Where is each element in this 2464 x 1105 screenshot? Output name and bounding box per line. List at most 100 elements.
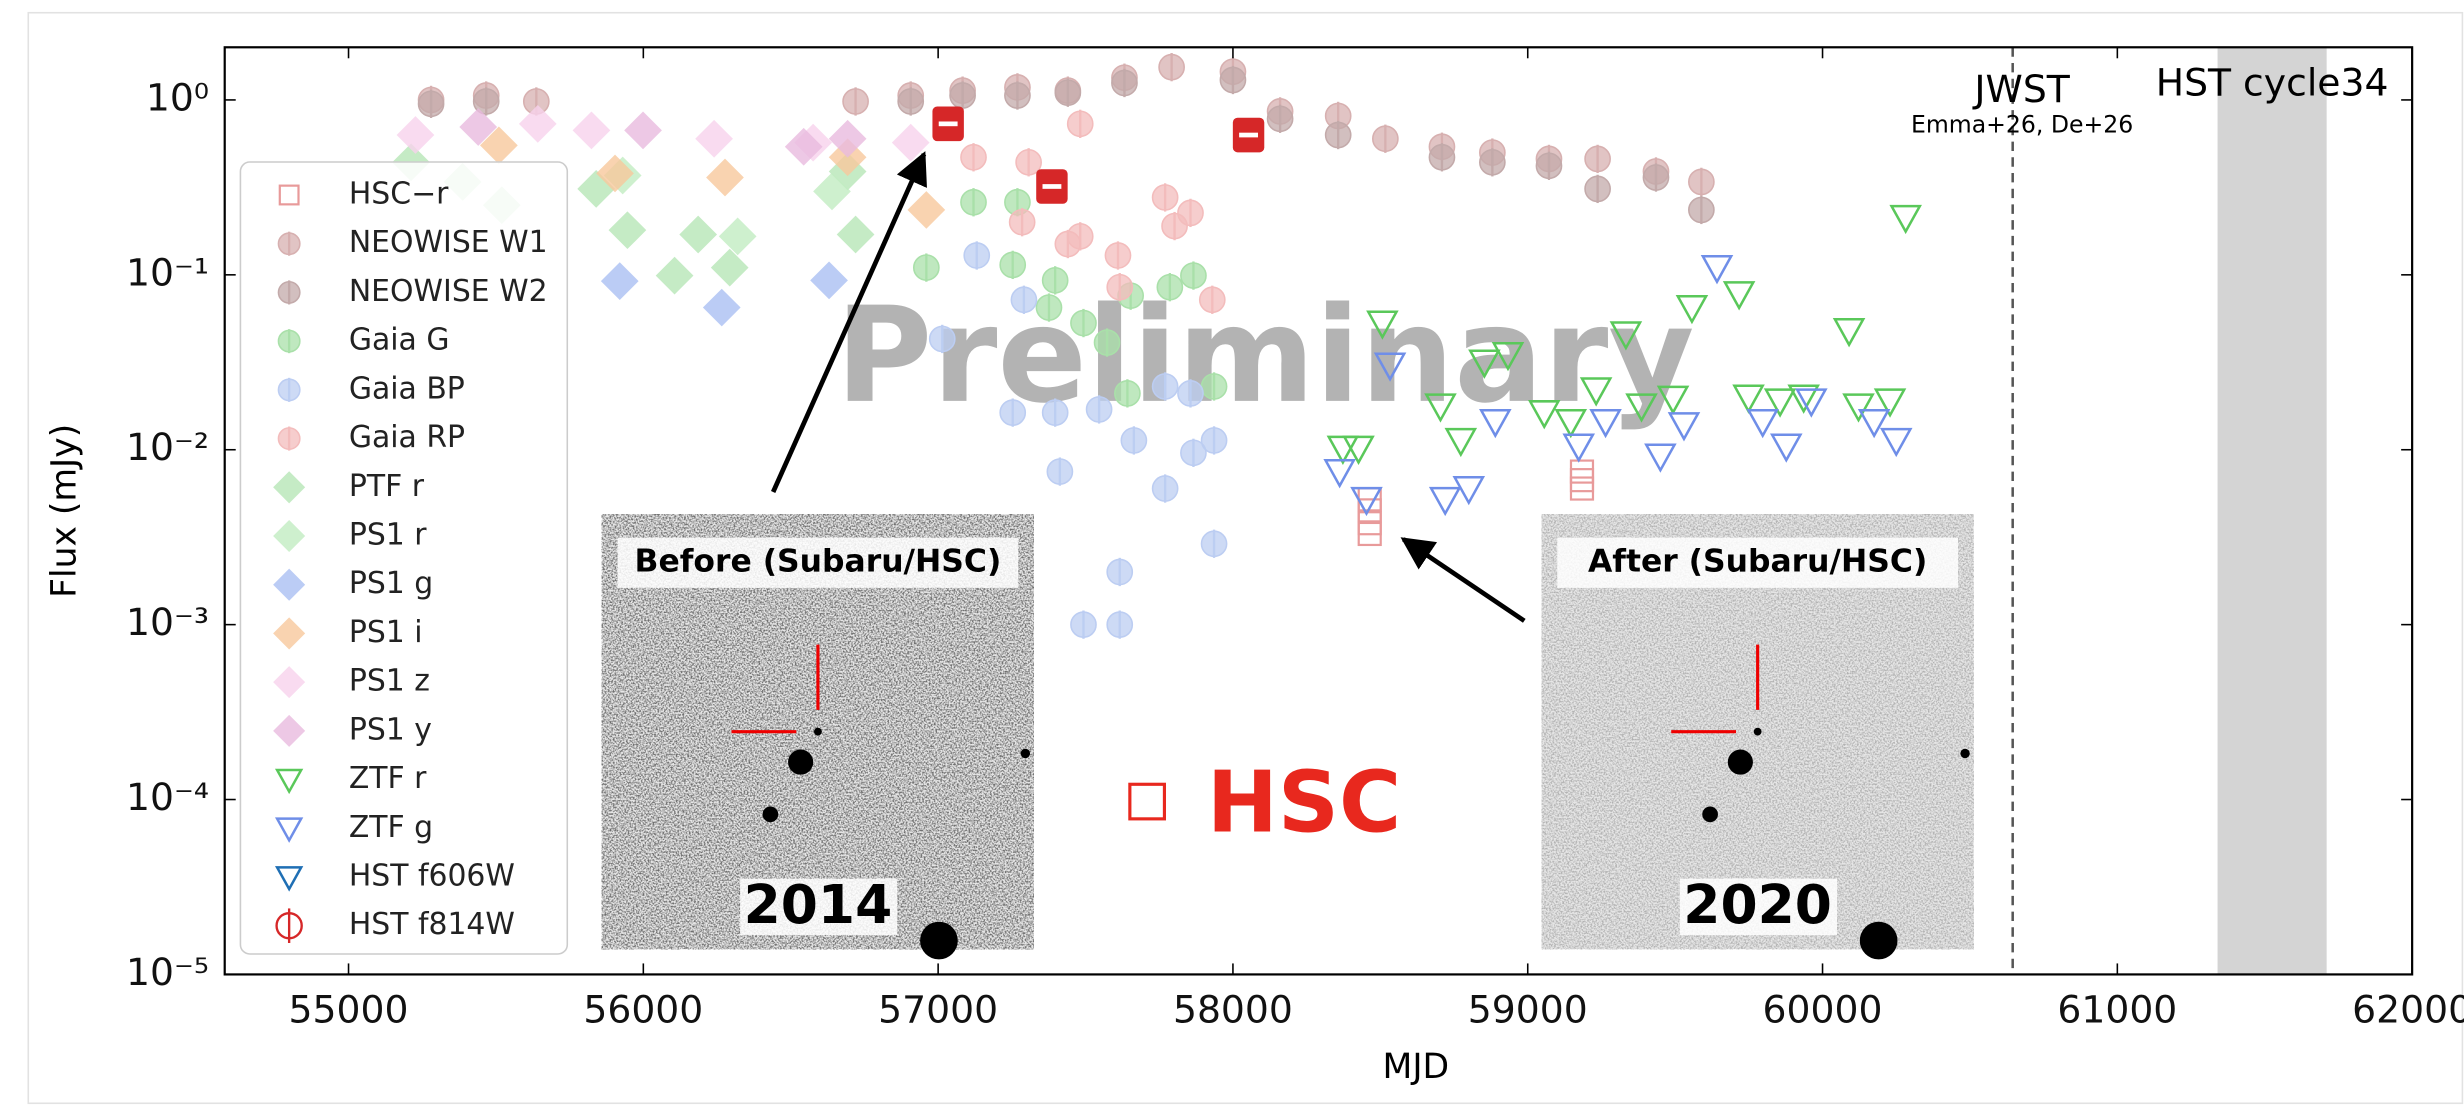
data-point bbox=[1357, 521, 1382, 547]
data-point bbox=[1035, 294, 1063, 321]
data-point bbox=[1151, 475, 1179, 502]
y-tick-label: 10⁻⁵ bbox=[126, 950, 209, 994]
data-point bbox=[1479, 148, 1506, 176]
inset-year-bg bbox=[740, 878, 898, 936]
data-point bbox=[1569, 476, 1595, 501]
inset-star bbox=[814, 727, 822, 736]
data-point bbox=[1428, 486, 1462, 517]
data-point bbox=[1584, 175, 1611, 203]
legend-marker bbox=[277, 280, 301, 304]
data-point bbox=[1015, 148, 1042, 176]
x-tick-label: 56000 bbox=[583, 988, 703, 1032]
data-point bbox=[960, 188, 987, 216]
hst-span bbox=[2217, 47, 2327, 975]
data-point bbox=[1452, 475, 1486, 506]
legend-box bbox=[239, 161, 569, 955]
data-point bbox=[1609, 321, 1643, 351]
marker-note: HSC bbox=[1207, 753, 1401, 852]
data-point bbox=[1468, 349, 1501, 379]
data-point bbox=[1041, 266, 1069, 294]
data-point bbox=[1579, 377, 1613, 407]
data-point bbox=[710, 248, 749, 287]
data-point bbox=[572, 111, 611, 150]
data-point bbox=[1479, 408, 1512, 439]
legend-label: HST f606W bbox=[349, 858, 515, 893]
data-point bbox=[1151, 373, 1179, 400]
data-point bbox=[396, 116, 435, 154]
data-point bbox=[1688, 196, 1715, 224]
data-point bbox=[836, 215, 875, 254]
legend-marker bbox=[274, 866, 304, 892]
legend-marker bbox=[277, 329, 301, 353]
legend-marker bbox=[275, 911, 303, 940]
data-point-bar bbox=[1042, 184, 1062, 189]
data-point bbox=[1054, 79, 1082, 107]
data-point bbox=[1535, 152, 1563, 180]
data-point bbox=[1324, 121, 1352, 149]
jwst-label: JWST bbox=[1972, 67, 2070, 111]
y-tick-label: 10⁰ bbox=[146, 75, 209, 119]
data-point bbox=[1093, 329, 1121, 356]
inset-star bbox=[788, 749, 814, 775]
legend-marker bbox=[273, 519, 306, 553]
legend-label: PS1 z bbox=[349, 664, 430, 699]
inset-image: Before (Subaru/HSC) 2014 bbox=[601, 514, 1034, 960]
data-point bbox=[1120, 427, 1148, 454]
data-point bbox=[1722, 281, 1756, 311]
data-point bbox=[718, 217, 757, 256]
legend-label: PTF r bbox=[349, 469, 425, 504]
data-point bbox=[999, 399, 1027, 426]
data-point bbox=[1656, 385, 1690, 415]
data-point bbox=[1642, 164, 1670, 191]
legend-marker bbox=[273, 714, 306, 747]
data-point bbox=[1746, 408, 1779, 439]
data-point bbox=[1008, 208, 1036, 236]
data-point bbox=[1106, 273, 1134, 301]
data-point bbox=[1667, 412, 1701, 442]
legend-label: PS1 y bbox=[349, 712, 432, 747]
data-point bbox=[1625, 393, 1658, 423]
data-point bbox=[1675, 294, 1709, 325]
x-tick-label: 60000 bbox=[1763, 988, 1883, 1032]
data-point-group bbox=[932, 106, 964, 142]
x-tick-label: 61000 bbox=[2057, 988, 2177, 1032]
y-tick-label: 10⁻³ bbox=[126, 600, 209, 644]
x-tick-label: 55000 bbox=[289, 988, 409, 1032]
data-point bbox=[1200, 530, 1228, 558]
data-point bbox=[1357, 498, 1382, 523]
jwst-sublabel: Emma+26, De+26 bbox=[1911, 110, 2133, 138]
data-point bbox=[706, 158, 744, 197]
data-point bbox=[949, 82, 976, 109]
data-point bbox=[1266, 105, 1294, 133]
inset-star bbox=[1702, 806, 1718, 823]
data-point bbox=[1491, 342, 1525, 372]
inset-star bbox=[1727, 749, 1753, 775]
data-point bbox=[897, 88, 925, 115]
data-point bbox=[1732, 384, 1765, 414]
data-point bbox=[1323, 459, 1356, 489]
legend-label: PS1 i bbox=[349, 615, 423, 650]
data-point bbox=[1589, 408, 1622, 439]
legend-marker bbox=[273, 471, 306, 504]
data-point bbox=[1857, 408, 1891, 439]
data-point bbox=[518, 104, 557, 143]
data-point bbox=[1371, 125, 1399, 153]
data-point bbox=[1350, 486, 1383, 517]
data-point bbox=[928, 325, 956, 353]
data-point bbox=[1151, 184, 1179, 211]
inset-title: After (Subaru/HSC) bbox=[1588, 544, 1927, 580]
data-point bbox=[1219, 66, 1247, 94]
legend-label: ZTF g bbox=[349, 810, 433, 845]
data-point bbox=[1041, 399, 1069, 426]
inset-star bbox=[1753, 727, 1762, 736]
data-point bbox=[1444, 427, 1478, 458]
data-point bbox=[1085, 396, 1113, 423]
data-point-group bbox=[1232, 117, 1265, 153]
inset-star bbox=[762, 806, 779, 823]
inset-title: Before (Subaru/HSC) bbox=[635, 544, 1002, 580]
data-point bbox=[1763, 388, 1797, 418]
data-point-bar bbox=[1239, 132, 1258, 138]
data-point bbox=[1158, 53, 1185, 81]
legend-label: NEOWISE W2 bbox=[349, 274, 548, 309]
